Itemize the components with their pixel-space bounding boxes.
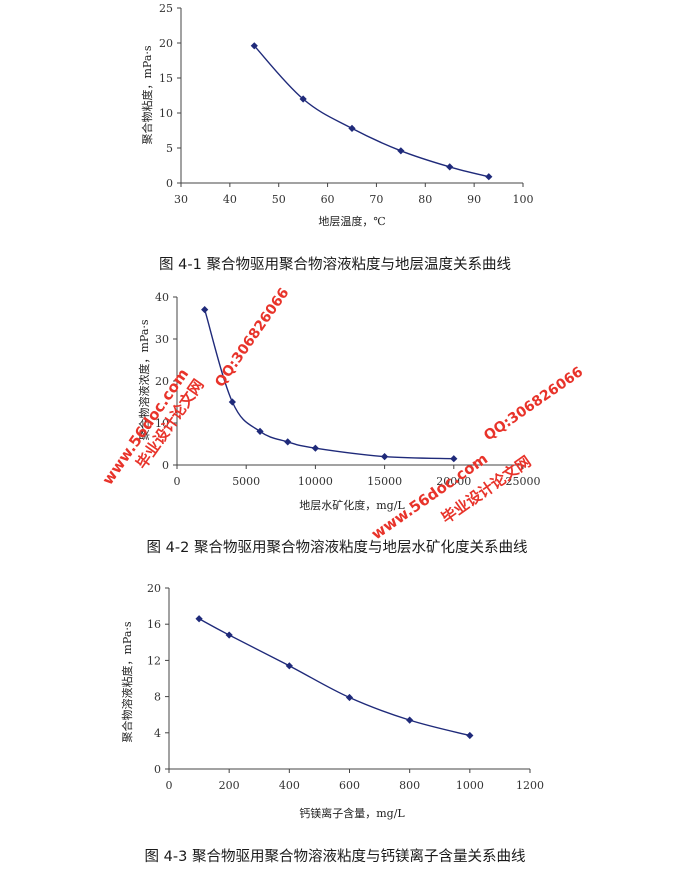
chart-3-series-line — [198, 618, 471, 737]
chart-1-y-tick-label: 15 — [159, 72, 173, 85]
chart-salinity: 聚合物溶液浓度，mPa·s 地层水矿化度，mg/L 图 4-2 聚合物驱用聚合物… — [137, 291, 541, 556]
chart-3-data-point — [406, 716, 414, 724]
chart-3-data-point — [285, 662, 293, 670]
chart-3-x-tick-label: 800 — [399, 779, 420, 792]
chart-3-ylabel: 聚合物溶液粘度，mPa·s — [120, 621, 134, 742]
chart-3-y-tick-label: 12 — [147, 654, 161, 667]
chart-3-xlabel: 钙镁离子含量，mg/L — [299, 806, 405, 820]
chart-1-x-tick-label: 30 — [174, 193, 188, 206]
chart-1-series-line — [253, 45, 489, 178]
chart-3-data-point — [345, 693, 354, 702]
chart-1-x-tick-label: 100 — [513, 193, 534, 206]
chart-2-x-tick-label: 20000 — [436, 475, 471, 488]
chart-1-x-tick-label: 70 — [369, 193, 383, 206]
chart-2-data-point — [450, 455, 458, 463]
chart-temperature: 聚合物粘度，mPa·s 地层温度，℃ 图 4-1 聚合物驱用聚合物溶液粘度与地层… — [140, 2, 534, 273]
chart-1-data-point — [348, 124, 356, 132]
chart-1-caption: 图 4-1 聚合物驱用聚合物溶液粘度与地层温度关系曲线 — [159, 256, 511, 273]
chart-2-data-point — [256, 427, 264, 435]
chart-2-caption: 图 4-2 聚合物驱用聚合物溶液粘度与地层水矿化度关系曲线 — [147, 539, 528, 556]
chart-1-xlabel: 地层温度，℃ — [318, 214, 385, 228]
chart-3-x-tick-label: 1200 — [516, 779, 544, 792]
chart-3-y-tick-label: 8 — [154, 691, 161, 704]
chart-1-x-tick-label: 90 — [467, 193, 481, 206]
chart-2-data-point — [201, 306, 209, 314]
chart-1-data-point — [485, 173, 493, 181]
chart-3-x-tick-label: 1000 — [456, 779, 484, 792]
chart-2-data-point — [311, 444, 319, 452]
chart-2-series-line — [204, 309, 454, 460]
chart-3-x-tick-label: 0 — [166, 779, 173, 792]
chart-3-y-tick-label: 16 — [147, 618, 161, 631]
chart-3-y-tick-label: 4 — [154, 727, 161, 740]
chart-1-y-tick-label: 25 — [159, 2, 173, 15]
chart-2-y-tick-label: 10 — [155, 417, 169, 430]
chart-2-y-tick-label: 40 — [155, 291, 169, 304]
chart-2-data-point — [228, 398, 236, 406]
chart-2-x-tick-label: 15000 — [367, 475, 402, 488]
chart-1-data-point — [299, 95, 307, 103]
chart-1-ylabel: 聚合物粘度，mPa·s — [140, 45, 154, 144]
chart-1-x-tick-label: 60 — [321, 193, 335, 206]
chart-3-data-point — [466, 731, 474, 740]
watermark-qq: QQ:306826066 — [481, 364, 586, 444]
chart-2-x-tick-label: 25000 — [506, 475, 541, 488]
chart-3-x-tick-label: 400 — [279, 779, 300, 792]
chart-3-x-tick-label: 200 — [219, 779, 240, 792]
chart-3-x-tick-label: 600 — [339, 779, 360, 792]
chart-2-x-tick-label: 0 — [174, 475, 181, 488]
chart-1-x-tick-label: 40 — [223, 193, 237, 206]
chart-2-y-tick-label: 20 — [155, 375, 169, 388]
chart-3-y-tick-label: 20 — [147, 582, 161, 595]
chart-2-y-tick-label: 30 — [155, 333, 169, 346]
chart-1-y-tick-label: 20 — [159, 37, 173, 50]
chart-1-data-point — [446, 163, 454, 171]
chart-2-ylabel: 聚合物溶液浓度，mPa·s — [137, 319, 151, 440]
chart-2-data-point — [284, 438, 292, 446]
chart-3-y-tick-label: 0 — [154, 763, 161, 776]
chart-1-x-tick-label: 80 — [418, 193, 432, 206]
chart-1-y-tick-label: 0 — [166, 177, 173, 190]
chart-3-caption: 图 4-3 聚合物驱用聚合物溶液粘度与钙镁离子含量关系曲线 — [145, 848, 526, 865]
watermark-qq: QQ:306826066 — [212, 285, 292, 390]
chart-3-data-point — [195, 615, 203, 623]
chart-1-data-point — [397, 147, 405, 155]
chart-3-data-point — [225, 631, 233, 639]
chart-1-data-point — [250, 42, 258, 50]
chart-2-x-tick-label: 5000 — [232, 475, 260, 488]
chart-2-xlabel: 地层水矿化度，mg/L — [299, 498, 405, 512]
chart-1-x-tick-label: 50 — [272, 193, 286, 206]
chart-2-y-tick-label: 0 — [162, 459, 169, 472]
chart-2-data-point — [381, 453, 389, 461]
chart-1-y-tick-label: 10 — [159, 107, 173, 120]
chart-1-y-tick-label: 5 — [166, 142, 173, 155]
chart-2-x-tick-label: 10000 — [298, 475, 333, 488]
chart-calcium-magnesium: 聚合物溶液粘度，mPa·s 钙镁离子含量，mg/L 图 4-3 聚合物驱用聚合物… — [120, 582, 544, 865]
